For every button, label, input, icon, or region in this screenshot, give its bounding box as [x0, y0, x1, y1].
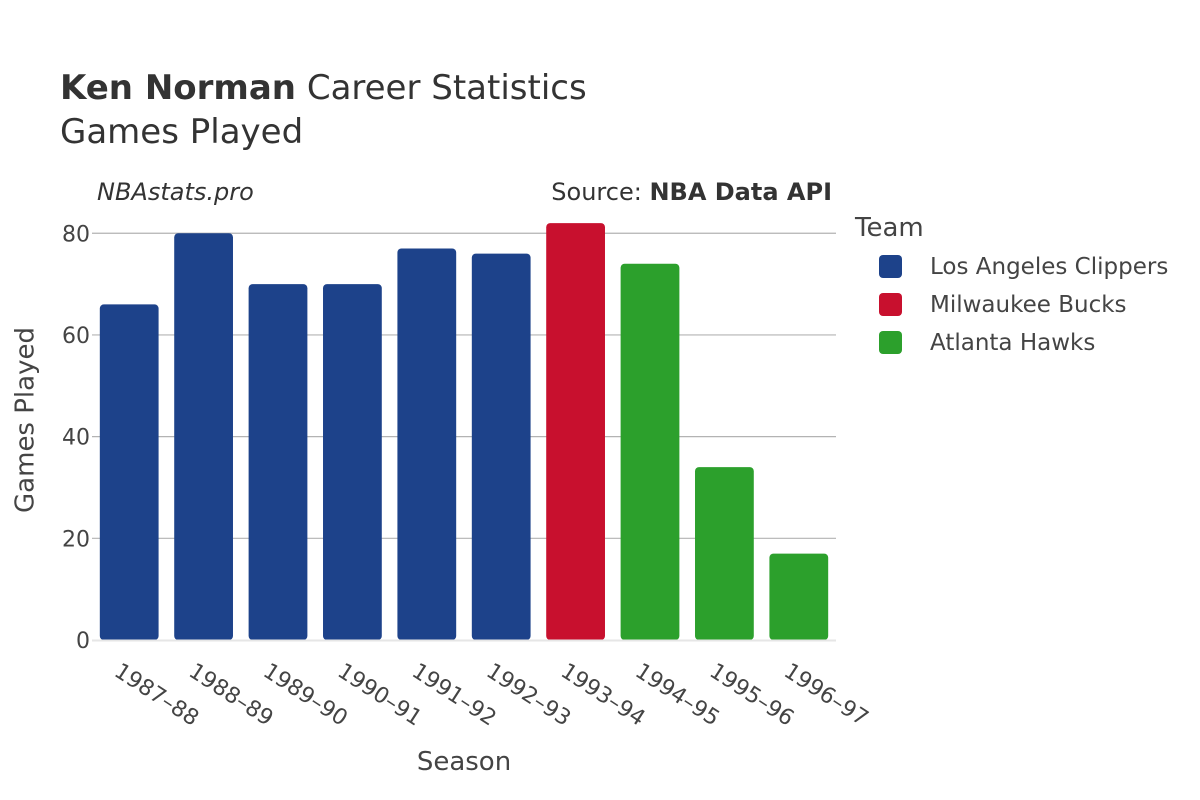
x-tick-label: 1996–97 — [779, 659, 872, 732]
x-tick-label: 1991–92 — [407, 659, 500, 732]
bar — [248, 284, 308, 640]
bar — [99, 304, 159, 640]
x-tick-label: 1995–96 — [705, 659, 798, 732]
bar — [769, 553, 829, 640]
bar — [546, 223, 605, 640]
x-tick-label: 1987–88 — [110, 659, 203, 732]
bar — [397, 248, 457, 640]
y-tick-label: 20 — [62, 527, 90, 552]
y-tick-label: 80 — [62, 222, 90, 247]
bar — [471, 253, 531, 640]
watermark: NBAstats.pro — [97, 178, 254, 206]
player-name: Ken Norman — [60, 68, 297, 108]
y-tick-label: 40 — [62, 426, 90, 451]
x-tick-label: 1993–94 — [556, 659, 649, 732]
x-tick-label: 1989–90 — [258, 659, 351, 732]
chart-subtitle: Games Played — [60, 112, 304, 152]
legend-swatch — [879, 255, 902, 278]
x-tick-label: 1994–95 — [630, 659, 723, 732]
y-tick-label: 60 — [62, 324, 90, 349]
legend-label: Milwaukee Bucks — [930, 292, 1127, 318]
source-name: NBA Data API — [649, 178, 832, 206]
chart-title: Ken Norman Career Statistics — [60, 68, 587, 108]
x-tick-label: 1992–93 — [482, 659, 575, 732]
source-note: Source: NBA Data API — [551, 178, 832, 206]
legend-swatch — [879, 331, 902, 354]
legend-label: Los Angeles Clippers — [930, 254, 1168, 280]
x-tick-label: 1988–89 — [184, 659, 277, 732]
bar — [323, 284, 382, 640]
bar — [620, 263, 680, 640]
source-prefix: Source: — [551, 178, 650, 206]
legend-title: Team — [854, 213, 924, 243]
bar — [174, 233, 233, 641]
legend-swatch — [879, 293, 902, 316]
x-axis-title: Season — [417, 747, 511, 777]
y-axis-title: Games Played — [11, 327, 41, 513]
title-rest: Career Statistics — [306, 68, 587, 108]
legend-label: Atlanta Hawks — [930, 330, 1095, 356]
x-tick-label: 1990–91 — [333, 659, 426, 732]
y-tick-label: 0 — [76, 629, 90, 654]
bar — [695, 467, 754, 640]
